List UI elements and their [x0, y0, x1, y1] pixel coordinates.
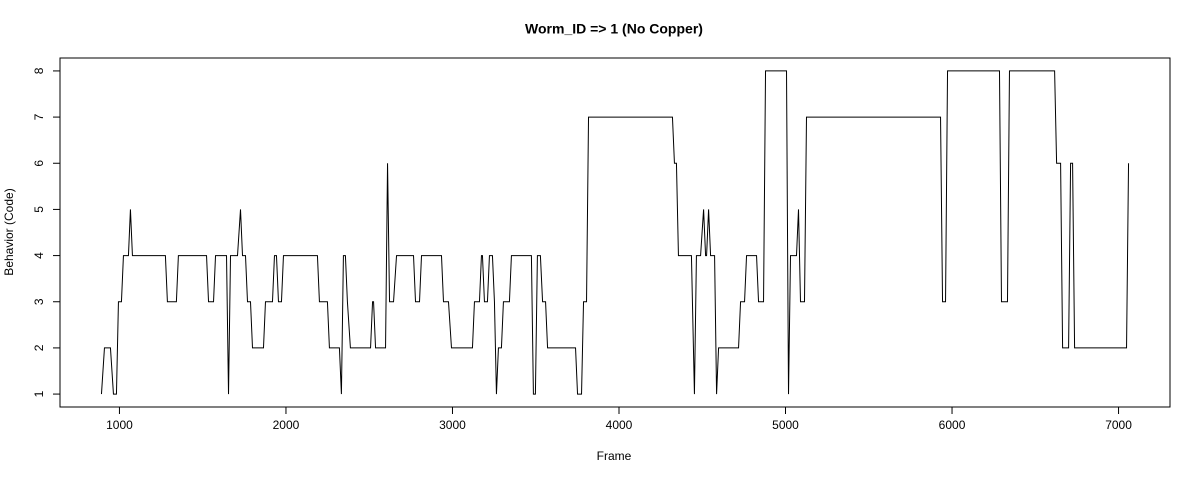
y-axis-label: Behavior (Code) [2, 188, 16, 275]
y-tick-label: 1 [32, 390, 46, 397]
chart-title: Worm_ID => 1 (No Copper) [525, 21, 703, 37]
x-axis-label: Frame [597, 449, 632, 463]
y-tick-label: 4 [32, 252, 46, 259]
plot-frame [59, 57, 1171, 408]
x-tick-label: 2000 [273, 418, 300, 432]
y-tick-label: 6 [32, 160, 46, 167]
x-tick-label: 1000 [106, 418, 133, 432]
x-tick-label: 3000 [439, 418, 466, 432]
data-line [100, 70, 1130, 395]
y-tick-label: 2 [32, 344, 46, 351]
y-tick-label: 8 [32, 67, 46, 74]
y-tick-label: 7 [32, 113, 46, 120]
x-tick-label: 4000 [606, 418, 633, 432]
y-tick-label: 3 [32, 298, 46, 305]
y-tick-label: 5 [32, 206, 46, 213]
x-tick-label: 7000 [1105, 418, 1132, 432]
x-tick-label: 5000 [772, 418, 799, 432]
x-tick-label: 6000 [939, 418, 966, 432]
